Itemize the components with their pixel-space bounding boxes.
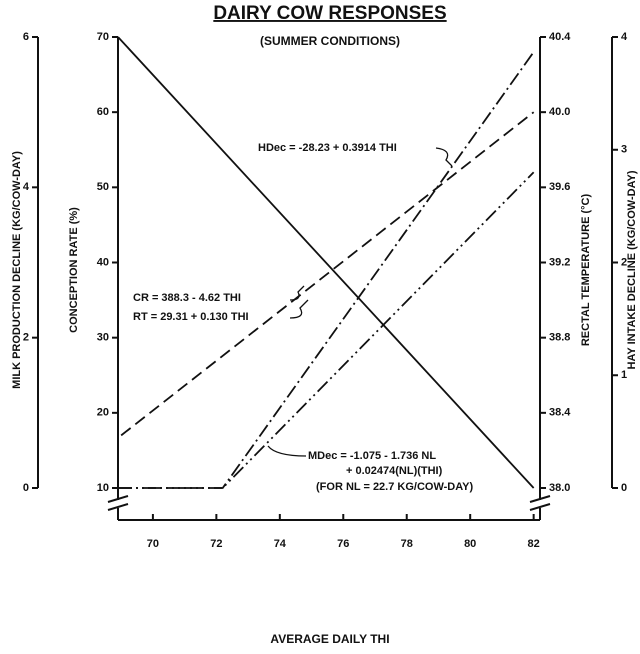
- line-series: [118, 51, 535, 489]
- y-tick-label: 50: [97, 181, 109, 193]
- y3-tick-label: 4: [23, 181, 30, 193]
- leader: [267, 445, 307, 457]
- y-axis-title: CONCEPTION RATE (%): [68, 207, 80, 333]
- y3-tick-label: 2: [23, 332, 29, 344]
- y3-axis-title: MILK PRODUCTION DECLINE (KG/COW-DAY): [11, 151, 23, 389]
- line-series: [118, 171, 535, 489]
- y-tick-label: 30: [97, 332, 109, 344]
- annotation: + 0.02474(NL)(THI): [346, 465, 443, 477]
- x-tick-label: 80: [464, 538, 476, 550]
- x-tick-label: 70: [147, 538, 159, 550]
- y4-axis-title: HAY INTAKE DECLINE (KG/COW-DAY): [626, 170, 638, 369]
- leader: [435, 147, 453, 167]
- x-tick-label: 74: [274, 538, 287, 550]
- y2-tick-label: 39.6: [549, 181, 570, 193]
- y4-tick-label: 2: [621, 256, 627, 268]
- y3-tick-label: 6: [23, 31, 29, 43]
- line-series: [120, 111, 535, 437]
- y2-tick-label: 39.2: [549, 256, 570, 268]
- y4-tick-label: 4: [621, 31, 628, 43]
- x-tick-label: 82: [528, 538, 540, 550]
- annotation: MDec = -1.075 - 1.736 NL: [308, 450, 436, 462]
- y-tick-label: 70: [97, 31, 109, 43]
- y2-axis-title: RECTAL TEMPERATURE (°C): [580, 194, 592, 347]
- x-tick-label: 72: [210, 538, 222, 550]
- y2-tick-label: 38.4: [549, 407, 571, 419]
- line-series: [117, 36, 535, 489]
- y-tick-label: 20: [97, 407, 109, 419]
- chart-title: DAIRY COW RESPONSES: [213, 3, 446, 24]
- annotation: HDec = -28.23 + 0.3914 THI: [258, 142, 397, 154]
- y4-tick-label: 1: [621, 369, 627, 381]
- y-tick-label: 10: [97, 482, 109, 494]
- x-tick-label: 76: [337, 538, 349, 550]
- annotation: RT = 29.31 + 0.130 THI: [133, 311, 249, 323]
- y-tick-label: 60: [97, 106, 109, 118]
- y4-tick-label: 0: [621, 482, 627, 494]
- annotation: CR = 388.3 - 4.62 THI: [133, 292, 241, 304]
- y2-tick-label: 40.4: [549, 31, 571, 43]
- leader: [289, 299, 309, 319]
- axis-break: [107, 495, 551, 511]
- y2-tick-label: 40.0: [549, 106, 570, 118]
- y2-tick-label: 38.8: [549, 332, 570, 344]
- y4-tick-label: 3: [621, 144, 627, 156]
- chart-subtitle: (SUMMER CONDITIONS): [260, 34, 400, 48]
- y-tick-label: 40: [97, 256, 109, 268]
- annotation: (FOR NL = 22.7 KG/COW-DAY): [316, 481, 474, 493]
- y3-tick-label: 0: [23, 482, 29, 494]
- x-tick-label: 78: [401, 538, 413, 550]
- x-axis-title: AVERAGE DAILY THI: [270, 632, 389, 646]
- y2-tick-label: 38.0: [549, 482, 570, 494]
